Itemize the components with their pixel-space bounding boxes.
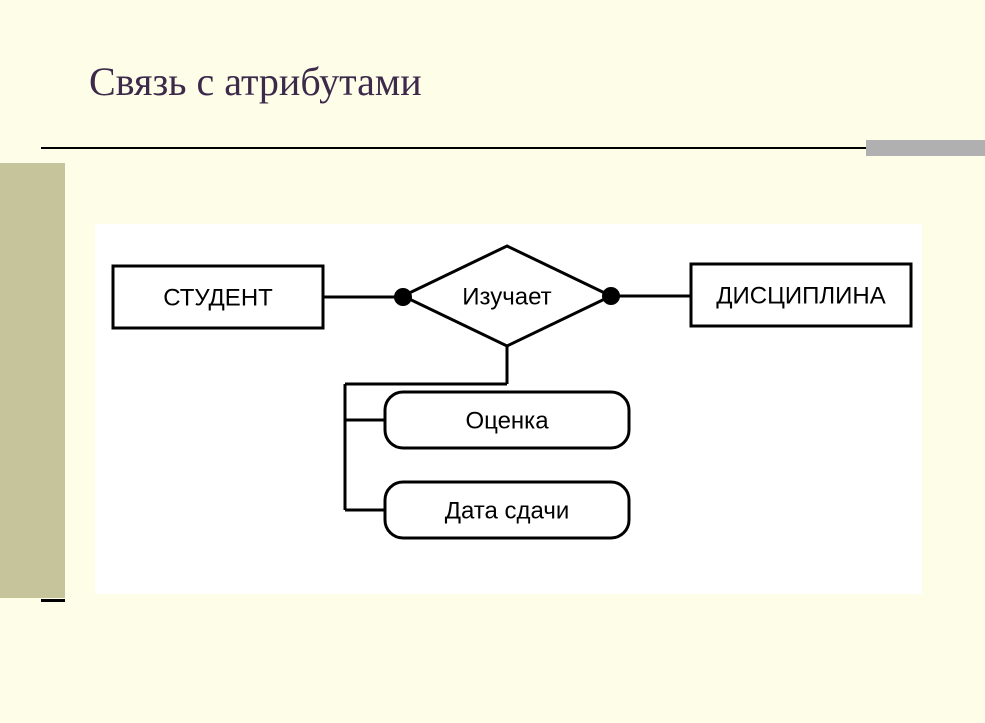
title-underline-gray [866, 140, 985, 156]
bullet-tick [41, 599, 65, 602]
svg-text:СТУДЕНТ: СТУДЕНТ [163, 284, 273, 311]
er-diagram: СТУДЕНТ ДИСЦИПЛИНА Изучает Оценка Дата сдачи [95, 224, 922, 594]
slide: Связь с атрибутами СТУДЕНТ ДИСЦИПЛИНА Изуч… [0, 0, 985, 723]
svg-text:Дата сдачи: Дата сдачи [445, 497, 570, 524]
connector-dot-left [394, 288, 412, 306]
svg-text:ДИСЦИПЛИНА: ДИСЦИПЛИНА [716, 282, 885, 309]
title-underline [41, 147, 866, 149]
connector-dot-right [602, 287, 620, 305]
sidebar-accent [0, 163, 65, 598]
svg-text:Оценка: Оценка [465, 407, 549, 434]
slide-title: Связь с атрибутами [89, 58, 422, 105]
svg-text:Изучает: Изучает [462, 283, 551, 310]
